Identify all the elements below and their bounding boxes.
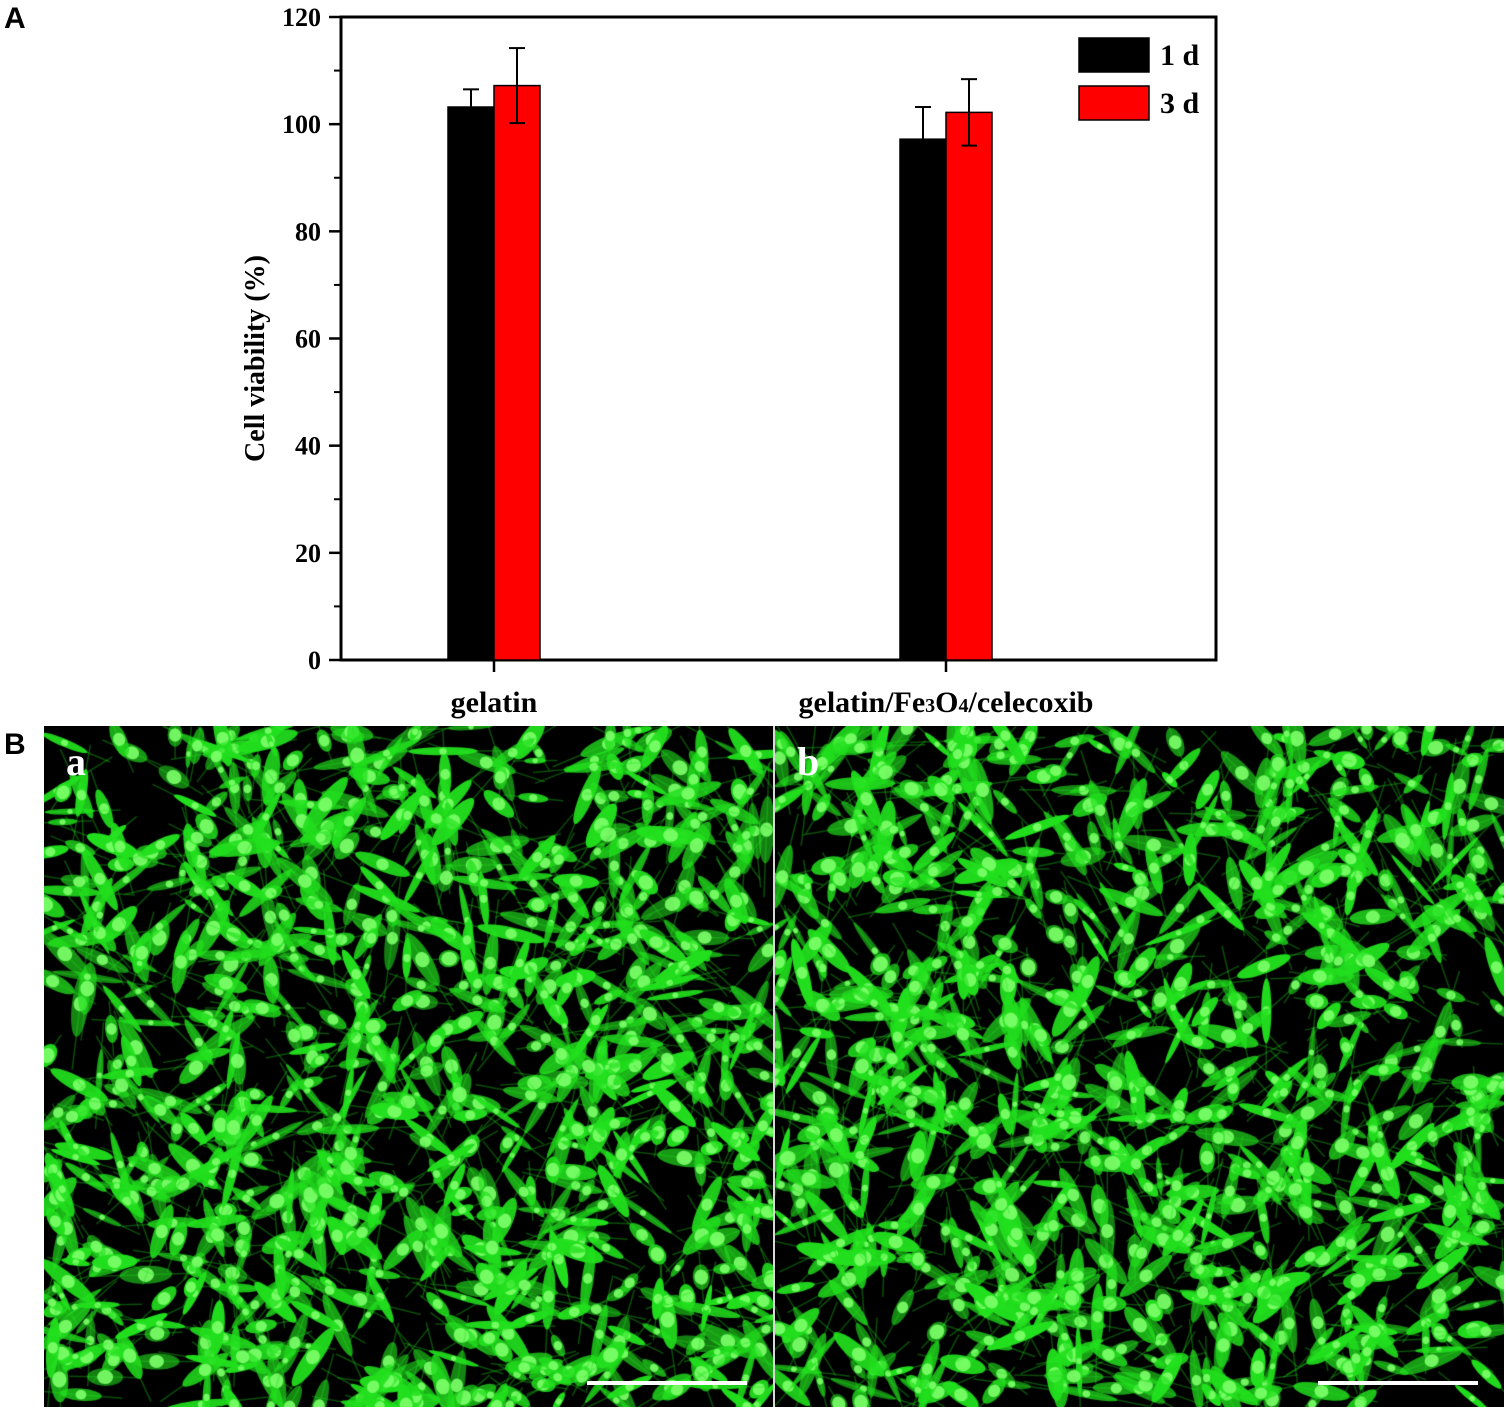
panel-label-b: B xyxy=(4,728,26,761)
micrograph-b: b xyxy=(775,726,1504,1407)
micrograph-label-b: b xyxy=(797,739,820,784)
y-tick-label-5: 100 xyxy=(282,110,321,139)
y-tick-label-6: 120 xyxy=(282,3,321,32)
bar-1-0 xyxy=(447,106,495,661)
legend-swatch-2 xyxy=(1078,85,1150,121)
micrograph-row: a b xyxy=(44,726,1504,1407)
legend-label-1: 1 d xyxy=(1160,39,1200,72)
legend-swatch-1 xyxy=(1078,37,1150,73)
y-axis-label: Cell viability (%) xyxy=(240,255,271,462)
scale-bar-a xyxy=(587,1381,747,1385)
micrograph-a: a xyxy=(44,726,773,1407)
panel-label-a: A xyxy=(4,2,26,35)
bar-2-1 xyxy=(945,111,993,661)
micrograph-label-a: a xyxy=(66,739,86,784)
y-tick-label-4: 80 xyxy=(295,217,321,246)
y-tick-label-2: 40 xyxy=(295,432,321,461)
bar-2-0 xyxy=(493,84,541,661)
y-tick-label-1: 20 xyxy=(295,539,321,568)
fluorescence-image-b xyxy=(775,726,1504,1407)
x-tick-label-1: gelatin/Fe3O4/celecoxib xyxy=(799,686,1094,719)
fluorescence-image-a xyxy=(44,726,773,1407)
x-tick-label-0: gelatin xyxy=(451,686,538,719)
legend-label-2: 3 d xyxy=(1160,87,1200,120)
y-tick-label-0: 0 xyxy=(308,646,321,675)
scale-bar-b xyxy=(1318,1381,1478,1385)
y-tick-label-3: 60 xyxy=(295,325,321,354)
bar-chart: 0 20 40 60 80 100 120 Cell viability (%) gelatin… xyxy=(240,3,1218,719)
bar-1-1 xyxy=(899,138,947,661)
